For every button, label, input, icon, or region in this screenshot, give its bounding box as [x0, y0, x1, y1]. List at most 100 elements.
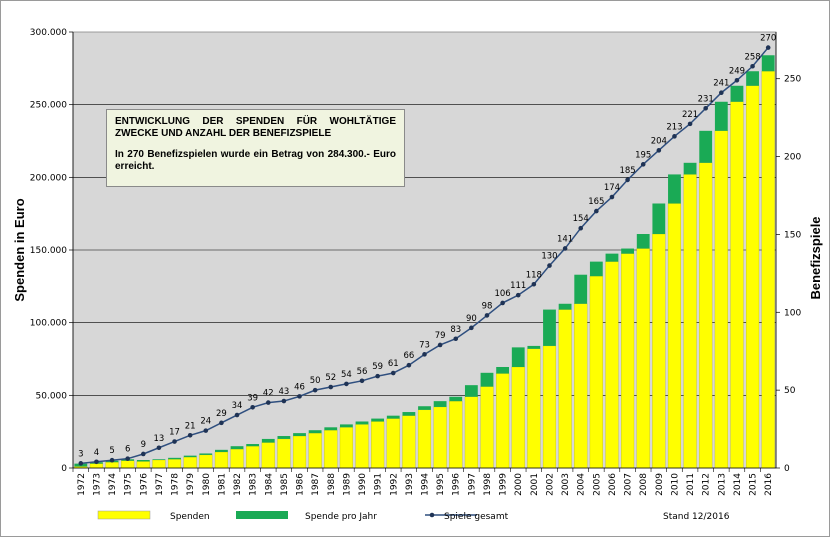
games-point — [234, 412, 240, 418]
games-point — [359, 378, 365, 384]
y2-axis-title: Benefizspiele — [808, 216, 823, 299]
bar-spenden — [683, 174, 697, 469]
games-point — [640, 162, 646, 167]
games-data-label: 61 — [388, 359, 399, 369]
games-point — [719, 90, 724, 96]
x-tick-label: 1983 — [249, 473, 259, 496]
games-point — [531, 281, 537, 287]
games-data-label: 42 — [263, 389, 274, 399]
bar-spende-pro-jahr — [246, 444, 260, 447]
bar-spenden — [558, 309, 572, 469]
games-data-label: 185 — [619, 166, 635, 176]
bar-spenden — [152, 459, 166, 469]
x-tick-label: 1989 — [342, 473, 352, 496]
games-point — [578, 225, 584, 231]
x-tick-label: 2011 — [686, 473, 696, 496]
games-point — [625, 177, 630, 183]
bar-spende-pro-jahr — [324, 427, 338, 431]
axes: 0 50.000 100.000 150.000 200.000 250.000 300.0… — [30, 28, 802, 496]
games-data-label: 249 — [729, 66, 745, 76]
bar-spende-pro-jahr — [761, 55, 775, 72]
y2-tick-label: 0 — [784, 464, 790, 474]
games-point — [515, 292, 521, 298]
bar-spende-pro-jahr — [183, 455, 197, 458]
x-tick-label: 2015 — [749, 473, 759, 496]
games-point — [484, 313, 490, 318]
y-tick-label: 100.000 — [30, 319, 67, 329]
legend-label-spende-pro-jahr: Spende pro Jahr — [305, 512, 377, 522]
bar-spenden — [433, 406, 447, 469]
bar-spende-pro-jahr — [621, 248, 634, 254]
bar-spenden — [105, 462, 119, 469]
games-data-label: 213 — [666, 122, 682, 132]
x-tick-label: 1999 — [499, 473, 509, 496]
x-tick-label: 1985 — [280, 473, 290, 496]
games-data-label: 17 — [169, 428, 180, 438]
bar-spende-pro-jahr — [215, 449, 228, 453]
legend-swatch-spenden — [97, 510, 151, 520]
x-tick-label: 1972 — [77, 473, 87, 496]
legend: Spenden Spende pro Jahr Spiele gesamt St… — [97, 510, 730, 522]
bar-spende-pro-jahr — [636, 234, 650, 249]
bar-spenden — [339, 427, 353, 469]
bar-spende-pro-jahr — [136, 460, 150, 462]
bar-spenden — [730, 101, 744, 469]
games-data-label: 118 — [526, 270, 542, 280]
bar-spenden — [277, 438, 291, 469]
games-point — [687, 121, 693, 127]
games-data-label: 258 — [744, 52, 760, 62]
bar-spende-pro-jahr — [339, 424, 353, 428]
games-data-label: 106 — [494, 289, 510, 299]
bar-spenden — [292, 435, 307, 469]
games-point — [312, 387, 318, 393]
y-tick-label: 200.000 — [30, 173, 67, 183]
y-axis-title: Spenden in Euro — [12, 198, 27, 301]
bar-spende-pro-jahr — [418, 406, 431, 410]
bar-spenden — [761, 71, 775, 469]
x-tick-label: 1987 — [311, 473, 321, 496]
games-point — [656, 148, 662, 153]
bar-spende-pro-jahr — [230, 446, 244, 450]
x-tick-label: 2007 — [624, 473, 634, 496]
games-data-label: 3 — [78, 449, 83, 459]
bar-spende-pro-jahr — [730, 85, 744, 102]
bar-spenden — [527, 348, 541, 469]
games-data-label: 54 — [341, 370, 352, 380]
games-point — [609, 194, 615, 200]
bar-spende-pro-jahr — [371, 418, 385, 422]
games-point — [156, 445, 162, 451]
info-heading: ENTWICKLUNG DER SPENDEN FÜR WOHLTÄTIGE Z… — [115, 116, 396, 139]
games-point — [281, 398, 287, 404]
games-point — [672, 134, 677, 139]
x-tick-label: 1982 — [233, 473, 243, 496]
bar-spenden — [652, 233, 666, 469]
x-tick-label: 2001 — [530, 473, 540, 496]
games-point — [109, 457, 115, 463]
x-tick-label: 1993 — [405, 473, 415, 496]
games-data-label: 79 — [435, 331, 446, 341]
games-data-label: 21 — [185, 421, 196, 431]
x-tick-label: 2012 — [702, 473, 712, 496]
y-tick-label: 0 — [61, 464, 67, 474]
x-tick-label: 1992 — [389, 473, 399, 496]
bar-spenden — [136, 461, 150, 469]
legend-label-spiele-gesamt: Spiele gesamt — [444, 512, 509, 522]
y2-tick-label: 200 — [784, 153, 801, 163]
games-point — [172, 439, 177, 444]
bar-spende-pro-jahr — [199, 453, 213, 455]
y2-tick-label: 50 — [784, 386, 796, 396]
bar-spende-pro-jahr — [652, 203, 666, 235]
legend-swatch-spende-pro-jahr — [236, 511, 288, 519]
bar-spenden — [261, 442, 275, 469]
games-point — [265, 400, 271, 405]
x-tick-label: 2002 — [545, 473, 555, 496]
games-data-label: 9 — [141, 440, 146, 450]
x-tick-label: 1991 — [374, 473, 384, 496]
x-tick-label: 2010 — [670, 473, 680, 496]
bar-spende-pro-jahr — [605, 253, 619, 262]
bar-spenden — [699, 162, 713, 469]
info-text: In 270 Benefizspielen wurde ein Betrag v… — [115, 149, 396, 172]
bar-spenden — [589, 276, 603, 469]
bar-spende-pro-jahr — [261, 438, 275, 443]
x-tick-label: 1988 — [327, 473, 337, 496]
